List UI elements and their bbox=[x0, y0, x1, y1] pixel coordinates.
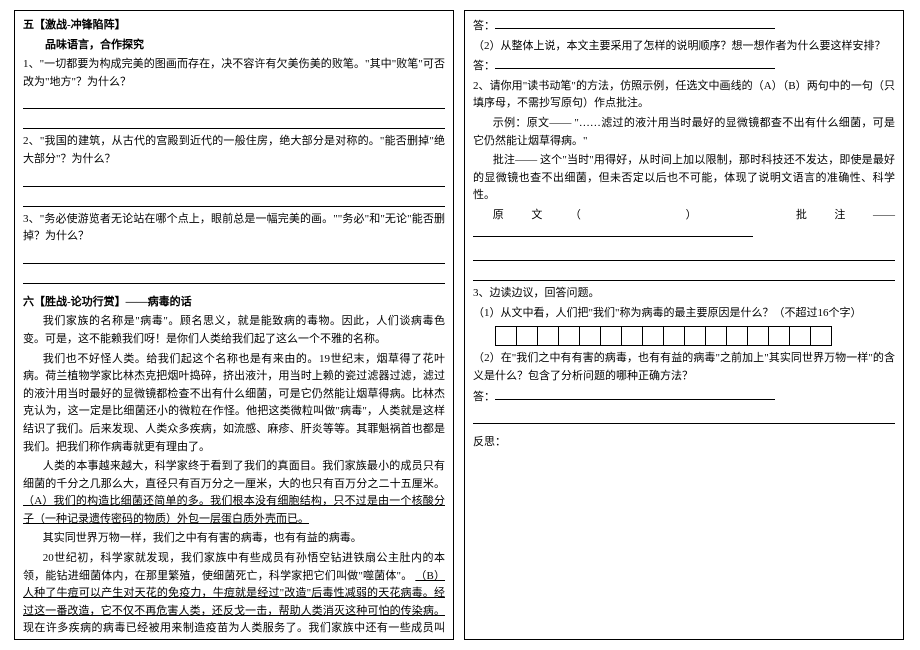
question-1-2: （2）从整体上说，本文主要采用了怎样的说明顺序？想一想作者为什么要这样安排？ bbox=[473, 38, 895, 56]
p5-text-c: 现在许多疾病的病毒已经被用来制造疫苗为人类服务了。我们家族中还有一些成员叫做"肠… bbox=[23, 622, 445, 640]
answer-line bbox=[473, 265, 895, 281]
section6-title: 六【胜战-论功行赏】——病毒的话 bbox=[23, 294, 445, 312]
grid-cell bbox=[768, 326, 790, 346]
answer-grid bbox=[495, 326, 895, 346]
passage-p5: 20世纪初，科学家就发现，我们家族中有些成员有孙悟空钻进铁扇公主肚内的本领，能钻… bbox=[23, 550, 445, 640]
grid-cell bbox=[600, 326, 622, 346]
grid-cell bbox=[537, 326, 559, 346]
grid-cell bbox=[726, 326, 748, 346]
answer-blank bbox=[495, 57, 775, 69]
grid-cell bbox=[516, 326, 538, 346]
pizhu-label: 批注—— bbox=[493, 154, 537, 166]
answer-line bbox=[23, 191, 445, 207]
answer-blank bbox=[495, 388, 775, 400]
example-label: 示例：原文—— bbox=[493, 117, 572, 129]
question-1: 1、"一切都要为构成完美的图画而存在，决不容许有欠美伤美的败笔。"其中"败笔"可… bbox=[23, 56, 445, 91]
yuanwen-row: 原文（ ） 批注—— bbox=[473, 207, 895, 243]
ans-prefix: 答： bbox=[473, 20, 495, 32]
example-row: 示例：原文—— "……滤过的液汁用当时最好的显微镜都查不出有什么细菌，可是它仍然… bbox=[473, 115, 895, 150]
left-column: 五【激战-冲锋陷阵】 品味语言，合作探究 1、"一切都要为构成完美的图画而存在，… bbox=[14, 10, 454, 640]
section5-subtitle: 品味语言，合作探究 bbox=[23, 37, 445, 55]
p3-underlined-A: （A）我们的构造比细菌还简单的多。我们根本没有细胞结构，只不过是由一个核酸分子（… bbox=[23, 495, 445, 525]
answer-line bbox=[23, 248, 445, 264]
question-2-head: 2、请你用"读书动笔"的方法，仿照示例，任选文中画线的（A）（B）两句中的一句（… bbox=[473, 78, 895, 113]
answer-blank bbox=[495, 17, 775, 29]
grid-cell bbox=[663, 326, 685, 346]
grid-cell bbox=[810, 326, 832, 346]
question-3-1: （1）从文中看，人们把"我们"称为病毒的最主要原因是什么？（不超过16个字） bbox=[473, 305, 895, 323]
question-3-2: （2）在"我们之中有有害的病毒，也有有益的病毒"之前加上"其实同世界万物一样"的… bbox=[473, 350, 895, 385]
grid-cell bbox=[747, 326, 769, 346]
passage-p3: 人类的本事越来越大，科学家终于看到了我们的真面目。我们家族最小的成员只有细菌的千… bbox=[23, 458, 445, 528]
grid-cell bbox=[789, 326, 811, 346]
answer-label-3: 答： bbox=[473, 388, 895, 407]
answer-line bbox=[473, 245, 895, 261]
grid-cell bbox=[579, 326, 601, 346]
grid-cell bbox=[558, 326, 580, 346]
pizhu-row: 批注—— 这个"当时"用得好，从时间上加以限制，那时科技还不发达，即使是最好的显… bbox=[473, 152, 895, 205]
passage-p4: 其实同世界万物一样，我们之中有有害的病毒，也有有益的病毒。 bbox=[23, 530, 445, 548]
grid-cell bbox=[684, 326, 706, 346]
question-3: 3、"务必使游览者无论站在哪个点上，眼前总是一幅完美的画。""务必"和"无论"能… bbox=[23, 211, 445, 246]
ans-prefix: 答： bbox=[473, 391, 495, 403]
answer-blank bbox=[473, 225, 753, 237]
grid-cell bbox=[705, 326, 727, 346]
answer-label-2: 答： bbox=[473, 57, 895, 76]
p5-text-a: 20世纪初，科学家就发现，我们家族中有些成员有孙悟空钻进铁扇公主肚内的本领，能钻… bbox=[23, 552, 445, 582]
ans-prefix: 答： bbox=[473, 60, 495, 72]
p3-text-a: 人类的本事越来越大，科学家终于看到了我们的真面目。我们家族最小的成员只有细菌的千… bbox=[23, 460, 445, 490]
answer-line bbox=[23, 93, 445, 109]
reflect-label: 反思： bbox=[473, 434, 895, 452]
answer-line bbox=[473, 408, 895, 424]
section5-title: 五【激战-冲锋陷阵】 bbox=[23, 17, 445, 35]
question-3-head: 3、边读边议，回答问题。 bbox=[473, 285, 895, 303]
grid-cell bbox=[642, 326, 664, 346]
passage-p1: 我们家族的名称是"病毒"。顾名思义，就是能致病的毒物。因此，人们谈病毒色变。可是… bbox=[23, 313, 445, 348]
yuanwen-text: 原文（ ） 批注—— bbox=[493, 209, 895, 221]
answer-label: 答： bbox=[473, 17, 895, 36]
grid-cell bbox=[495, 326, 517, 346]
answer-line bbox=[23, 113, 445, 129]
question-2: 2、"我国的建筑，从古代的宫殿到近代的一般住房，绝大部分是对称的。"能否删掉"绝… bbox=[23, 133, 445, 168]
right-column: 答： （2）从整体上说，本文主要采用了怎样的说明顺序？想一想作者为什么要这样安排… bbox=[464, 10, 904, 640]
answer-line bbox=[23, 171, 445, 187]
pizhu-text: 这个"当时"用得好，从时间上加以限制，那时科技还不发达，即使是最好的显微镜也查不… bbox=[473, 154, 895, 201]
passage-p2: 我们也不好怪人类。给我们起这个名称也是有来由的。19世纪末，烟草得了花叶病。荷兰… bbox=[23, 351, 445, 457]
answer-line bbox=[23, 268, 445, 284]
grid-cell bbox=[621, 326, 643, 346]
